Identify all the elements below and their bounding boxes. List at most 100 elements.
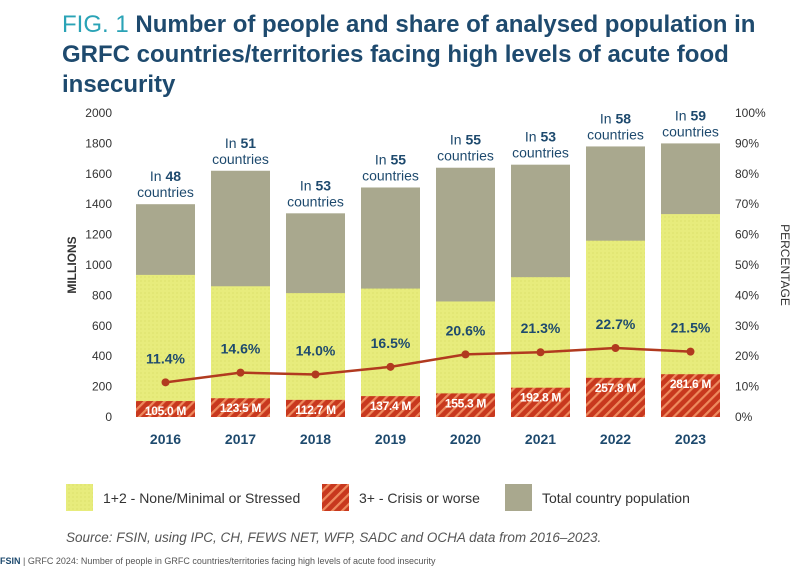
country-count: 58 [616,110,632,126]
country-count: 59 [691,107,707,123]
crisis-value-label: 281.6 M [670,377,712,391]
x-tick-label: 2018 [300,431,331,447]
y-tick-label: 1000 [85,258,112,272]
country-count-label: In 51 [225,135,256,151]
legend-label: 3+ - Crisis or worse [359,490,480,506]
y-tick-label: 600 [92,319,112,333]
x-tick-label: 2019 [375,431,406,447]
source-note: Source: FSIN, using IPC, CH, FEWS NET, W… [66,530,602,545]
crisis-value-label: 155.3 M [445,396,487,410]
share-line [165,346,691,384]
crisis-bar [211,398,270,417]
y-right-tick-label: 90% [735,136,759,150]
y-tick-label: 1600 [85,167,112,181]
chart-title: FIG. 1 Number of people and share of ana… [62,10,782,100]
country-suffix-label: countries [212,151,269,167]
country-prefix: In [600,110,616,126]
crisis-value-label: 192.8 M [520,391,562,405]
share-label: 21.3% [521,320,561,336]
crisis-bar [361,396,420,417]
crisis-value-label: 105.0 M [145,404,187,418]
y-right-tick-label: 0% [735,410,753,424]
x-tick-label: 2017 [225,431,256,447]
y-right-axis-title: PERCENTAGE [778,224,792,306]
crisis-bar [586,377,645,417]
country-suffix-label: countries [137,184,194,200]
stressed-bar [211,286,270,417]
title-text: Number of people and share of analysed p… [62,11,756,98]
stressed-bar [286,293,345,417]
country-count-label: In 53 [300,177,331,193]
y-tick-label: 800 [92,288,112,302]
share-point [686,347,695,356]
crisis-bar [511,387,570,417]
country-prefix: In [300,177,316,193]
share-label: 11.4% [146,350,185,366]
country-count-label: In 55 [450,132,481,148]
country-count-label: In 48 [150,168,181,184]
share-label: 16.5% [371,335,411,351]
country-suffix-label: countries [287,193,344,209]
crisis-value-label: 123.5 M [220,401,262,415]
share-label: 20.6% [446,322,486,338]
country-count: 53 [316,177,332,193]
y-right-tick-label: 40% [735,288,759,302]
share-point [611,343,620,352]
y-right-tick-label: 70% [735,197,759,211]
crisis-value-label: 137.4 M [370,399,412,413]
legend-swatch [66,484,93,511]
legend-label: Total country population [542,490,690,506]
share-point [236,368,245,377]
y-axis-title: MILLIONS [65,236,79,293]
x-tick-label: 2021 [525,431,556,447]
figure-number: FIG. 1 [62,11,129,38]
y-right-tick-label: 10% [735,380,759,394]
country-prefix: In [450,132,466,148]
country-count-label: In 53 [525,129,556,145]
legend-swatch [322,484,349,511]
country-prefix: In [375,151,391,167]
y-right-tick-label: 100% [735,106,766,120]
footer-note: FSIN | GRFC 2024: Number of people in GR… [0,556,436,566]
country-suffix-label: countries [587,126,644,142]
country-count-label: In 55 [375,151,406,167]
share-point [311,370,320,379]
stressed-bar [136,274,195,417]
footer-text: | GRFC 2024: Number of people in GRFC co… [20,556,436,566]
y-tick-label: 0 [105,410,112,424]
footer-brand: FSIN [0,556,21,566]
crisis-value-label: 257.8 M [595,381,637,395]
country-prefix: In [675,107,691,123]
country-count-label: In 58 [600,110,631,126]
share-label: 22.7% [596,316,636,332]
x-tick-label: 2020 [450,431,481,447]
y-tick-label: 2000 [85,106,112,120]
crisis-bar [286,399,345,417]
y-tick-label: 400 [92,349,112,363]
crisis-value-label: 112.7 M [295,403,336,417]
country-count: 55 [466,132,482,148]
crisis-bar [436,393,495,417]
x-tick-label: 2016 [150,431,181,447]
y-tick-label: 200 [92,380,112,394]
share-point [386,362,395,371]
x-tick-label: 2022 [600,431,631,447]
share-label: 14.6% [221,341,261,357]
share-point [461,350,470,359]
country-count: 55 [391,151,407,167]
legend-swatch [505,484,532,511]
crisis-bar [136,401,195,417]
x-tick-label: 2023 [675,431,706,447]
y-tick-label: 1400 [85,197,112,211]
country-suffix-label: countries [362,167,419,183]
share-point [161,378,170,387]
y-tick-label: 1200 [85,228,112,242]
y-right-tick-label: 30% [735,319,759,333]
share-label: 21.5% [671,320,711,336]
country-prefix: In [150,168,166,184]
country-count: 51 [241,135,257,151]
country-count: 53 [541,129,557,145]
share-label: 14.0% [296,342,336,358]
country-suffix-label: countries [512,145,569,161]
